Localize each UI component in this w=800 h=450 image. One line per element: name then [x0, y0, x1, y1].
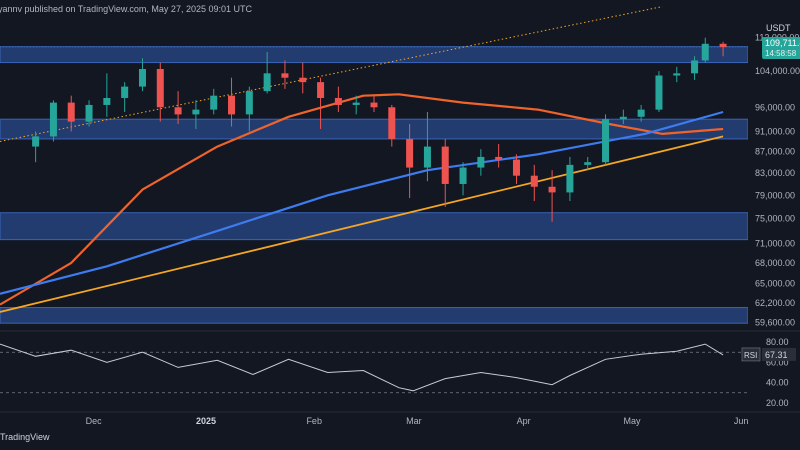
candle-body: [263, 73, 271, 92]
support-resistance-zone: [0, 212, 749, 241]
candle-body: [459, 167, 467, 184]
price-axis-label: 79,000.00: [755, 190, 795, 200]
candle-body: [138, 68, 146, 87]
candle-body: [388, 107, 396, 139]
rsi-axis-label: 20.00: [766, 398, 789, 408]
price-axis-label: 83,000.00: [755, 168, 795, 178]
candle-body: [370, 102, 378, 108]
candle-body: [423, 146, 431, 168]
candle-body: [584, 162, 592, 165]
price-axis-label: 96,000.00: [755, 102, 795, 112]
candle-body: [477, 156, 485, 168]
price-axis-label: 68,000.00: [755, 258, 795, 268]
candle-body: [49, 102, 57, 137]
dotted-trendline: [0, 6, 663, 142]
price-axis-label: 75,000.00: [755, 214, 795, 224]
candle-body: [85, 104, 93, 122]
price-axis-background: [748, 18, 800, 438]
candle-body: [67, 102, 75, 122]
rsi-axis-label: 60.00: [766, 357, 789, 367]
rsi-value: 67.31: [765, 350, 788, 360]
time-axis-label: Apr: [517, 416, 531, 426]
rsi-axis-label: 80.00: [766, 337, 789, 347]
bar-countdown: 14:58:58: [765, 49, 797, 58]
rsi-line: [0, 343, 724, 392]
candle-body: [210, 95, 218, 110]
candle-body: [691, 60, 699, 74]
candle-body: [673, 73, 681, 76]
price-axis-label: 59,600.00: [755, 317, 795, 327]
current-price-tag: [762, 37, 800, 60]
candle-body: [121, 86, 129, 98]
candle-body: [156, 68, 164, 108]
price-axis-label: 87,000.00: [755, 147, 795, 157]
moving-average-blue: [0, 110, 724, 295]
candle-body: [655, 75, 663, 110]
candle-body: [32, 136, 40, 147]
time-axis-label: Feb: [306, 416, 322, 426]
candle-body: [299, 77, 307, 83]
candle-body: [602, 119, 610, 163]
time-axis-label: May: [623, 416, 641, 426]
candle-body: [566, 164, 574, 193]
footer: TradingView: [0, 428, 800, 450]
candle-body: [637, 109, 645, 117]
rsi-label: RSI: [744, 351, 757, 360]
candle-body: [174, 107, 182, 115]
support-resistance-zone: [0, 307, 749, 324]
candle-body: [228, 95, 236, 115]
candle-body: [192, 109, 200, 115]
publish-info: yannv published on TradingView.com, May …: [0, 4, 252, 14]
rsi-axis-label: 40.00: [766, 378, 789, 388]
candle-body: [103, 97, 111, 105]
price-axis-label: 104,000.00: [755, 66, 800, 76]
candle-body: [619, 116, 627, 120]
candle-body: [352, 102, 360, 105]
ascending-trendline: [0, 135, 724, 313]
price-axis-currency: USDT: [766, 23, 791, 33]
candle-body: [530, 175, 538, 187]
candle-body: [548, 186, 556, 193]
candle-body: [317, 82, 325, 98]
time-axis-label: Jun: [734, 416, 749, 426]
tradingview-brand: TradingView: [0, 432, 50, 442]
candle-body: [245, 91, 253, 115]
publish-header: yannv published on TradingView.com, May …: [0, 0, 800, 18]
candle-body: [441, 146, 449, 184]
moving-average-orange: [0, 93, 724, 306]
current-price-value: 109,711.8: [765, 38, 800, 48]
time-axis-label: 2025: [196, 416, 216, 426]
candle-body: [406, 138, 414, 168]
rsi-value-tag: [762, 347, 796, 361]
price-axis-label: 71,000.00: [755, 238, 795, 248]
support-resistance-zone: [0, 46, 749, 64]
rsi-label-box: [741, 347, 761, 362]
price-axis-label: 65,000.00: [755, 278, 795, 288]
candle-body: [334, 97, 342, 105]
candle-body: [701, 43, 709, 61]
candle-body: [512, 159, 520, 176]
candle-body: [719, 43, 727, 48]
time-axis-label: Mar: [406, 416, 422, 426]
price-axis-label: 62,200.00: [755, 298, 795, 308]
candle-body: [495, 156, 503, 160]
price-axis-label: 91,000.00: [755, 126, 795, 136]
candle-body: [281, 73, 289, 78]
time-axis-label: Dec: [86, 416, 103, 426]
